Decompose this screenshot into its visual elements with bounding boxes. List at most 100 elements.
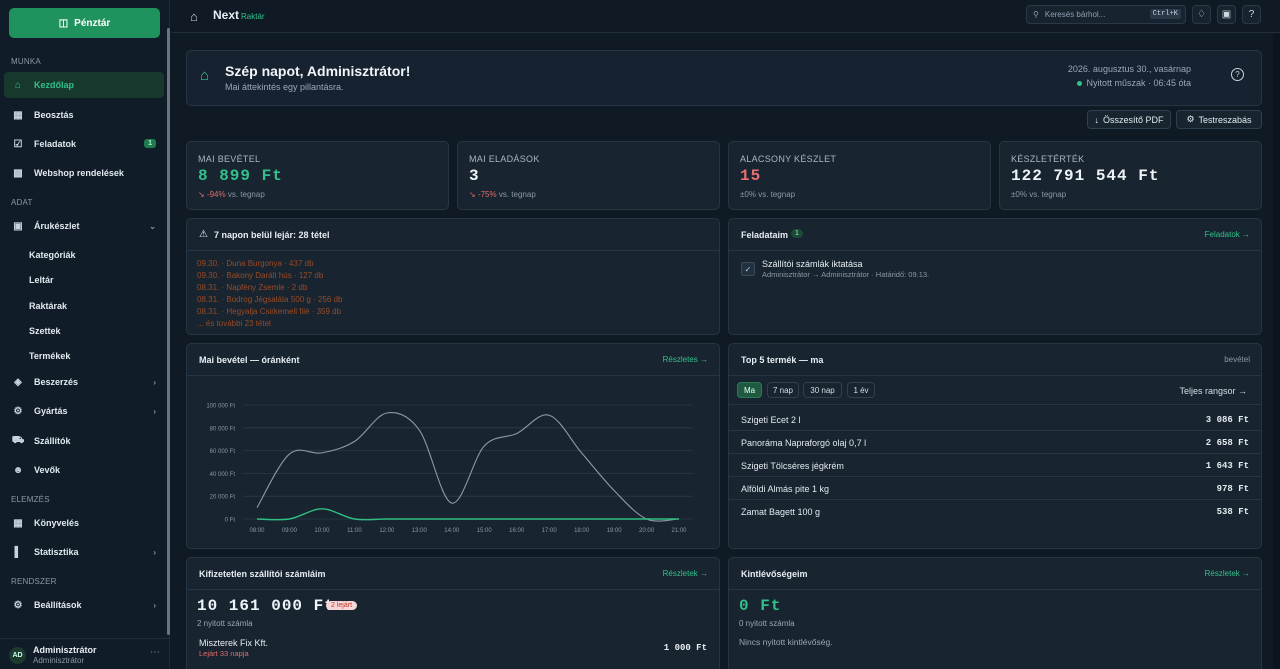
user-menu[interactable]: AD Adminisztrátor Adminisztrátor ⋯ (0, 638, 170, 669)
kpi-delta: ±0% vs. tegnap (740, 190, 795, 199)
y-tick-label: 80 000 Ft (210, 426, 236, 432)
sidebar-item-beosztas[interactable]: ▦ Beosztás (4, 102, 164, 128)
messages-button[interactable]: ▣ (1217, 5, 1236, 24)
divider (729, 375, 1261, 376)
trend-down-icon: ↘ (469, 190, 478, 199)
app-logo[interactable]: Next Raktár (213, 8, 265, 22)
users-icon: ☻ (12, 464, 24, 476)
full-ranking-link[interactable]: Teljes rangsor → (1179, 386, 1247, 396)
bar-chart-icon: ▌ (14, 546, 22, 558)
x-tick-label: 20:00 (639, 528, 655, 534)
notifications-button[interactable]: ♢ (1192, 5, 1211, 24)
summary-pdf-button[interactable]: ↓ Összesítő PDF (1087, 110, 1171, 129)
expiring-line: 08.31. · Bodrog Jégsaláta 500 g · 256 db (197, 295, 343, 304)
box-icon: ▣ (13, 220, 23, 232)
expiring-line: 09.30. · Duna Burgonya · 437 db (197, 259, 314, 268)
cube-icon: ◈ (14, 376, 22, 388)
task-checkbox[interactable]: ✓ (741, 262, 755, 276)
customize-button[interactable]: ⚙ Testreszabás (1176, 110, 1262, 129)
sidebar-scrollbar[interactable] (167, 28, 170, 635)
top-bar: ⌂ Next Raktár ⚲ Keresés bárhol... Ctrl+K… (171, 0, 1280, 33)
revenue-chart-link[interactable]: Részletes → (662, 355, 708, 364)
sidebar-item-label: Szállítók (34, 436, 71, 446)
divider (729, 430, 1261, 431)
supplier-name: Miszterek Fix Kft. (199, 638, 269, 648)
sidebar-subitem-termekek[interactable]: Termékek (29, 351, 71, 361)
receivables-title: Kintlévőségeim (741, 569, 808, 579)
search-shortcut: Ctrl+K (1149, 9, 1181, 19)
receivables-empty: Nincs nyitott kintlévőség. (739, 637, 833, 647)
sidebar-item-feladatok[interactable]: ☑ Feladatok 1 (4, 131, 164, 157)
cash-register-button[interactable]: ◫ Pénztár (9, 8, 160, 38)
task-title[interactable]: Szállítói számlák iktatása (762, 259, 863, 269)
sidebar-subitem-raktarak[interactable]: Raktárak (29, 301, 68, 311)
search-icon: ⚲ (1033, 10, 1039, 19)
sidebar-item-kezdolap[interactable]: ⌂ Kezdőlap (4, 72, 164, 98)
sidebar-item-label: Könyvelés (34, 518, 80, 528)
sidebar-item-konyveles[interactable]: ▦ Könyvelés (4, 510, 164, 536)
receivables-card: Kintlévőségeim Részletek → 0 Ft 0 nyitot… (728, 557, 1262, 669)
sidebar-subitem-kategoriak[interactable]: Kategóriák (29, 250, 76, 260)
kpi-card-revenue[interactable]: MAI BEVÉTEL 8 899 Ft ↘ -94% vs. tegnap (186, 141, 449, 210)
x-tick-label: 16:00 (509, 528, 525, 534)
sidebar-item-webshop[interactable]: ▩ Webshop rendelések (4, 160, 164, 186)
truck-icon: ⛟ (11, 434, 25, 446)
search-placeholder: Keresés bárhol... (1044, 10, 1106, 19)
status-dot-icon (1077, 80, 1083, 86)
overdue-text: Lejárt 33 napja (199, 649, 249, 658)
more-icon[interactable]: ⋯ (150, 647, 160, 658)
sidebar-subitem-szettek[interactable]: Szettek (29, 326, 61, 336)
help-icon[interactable]: ? (1231, 68, 1244, 81)
expiring-more-link[interactable]: ... és további 23 tétel (197, 319, 271, 328)
logo-main: Next (213, 8, 240, 22)
home-icon: ⌂ (14, 79, 22, 91)
search-input[interactable]: ⚲ Keresés bárhol... Ctrl+K (1026, 5, 1186, 24)
cash-register-icon: ◫ (58, 17, 69, 29)
divider (729, 499, 1261, 500)
warning-icon: ⚠ (199, 229, 208, 240)
tab-1-ev[interactable]: 1 év (847, 382, 875, 398)
greeting-subtitle: Mai áttekintés egy pillantásra. (225, 82, 344, 92)
tasks-count-badge: 1 (144, 139, 156, 148)
kpi-label: ALACSONY KÉSZLET (740, 154, 837, 164)
sidebar-item-gyartas[interactable]: ⚙ Gyártás › (4, 398, 164, 424)
greeting-card: ⌂ Szép napot, Adminisztrátor! Mai átteki… (186, 50, 1262, 106)
section-label-elemzes: ELEMZÉS (11, 495, 50, 504)
product-name: Panoráma Napraforgó olaj 0,7 l (741, 438, 867, 448)
x-tick-label: 19:00 (607, 528, 623, 534)
main-scrollbar[interactable] (1273, 34, 1280, 669)
tab-30-nap[interactable]: 30 nap (803, 382, 842, 398)
sidebar-item-arukeszlet[interactable]: ▣ Árukészlet ⌄ (4, 213, 164, 239)
revenue-chart-title: Mai bevétel — óránként (199, 355, 300, 365)
tab-ma[interactable]: Ma (737, 382, 762, 398)
task-meta: Adminisztrátor → Adminisztrátor · Határi… (762, 270, 930, 279)
sidebar-item-vevok[interactable]: ☻ Vevők (4, 457, 164, 483)
user-role: Adminisztrátor (33, 656, 85, 665)
product-revenue: 978 Ft (1216, 484, 1249, 494)
unpaid-link[interactable]: Részletek → (662, 569, 708, 578)
chevron-right-icon: › (153, 406, 156, 416)
kpi-card-sales[interactable]: MAI ELADÁSOK 3 ↘ -75% vs. tegnap (457, 141, 720, 210)
tasks-link[interactable]: Feladatok → (1204, 230, 1250, 239)
sidebar-item-szallitok[interactable]: ⛟ Szállítók (4, 428, 164, 454)
sidebar-item-statisztika[interactable]: ▌ Statisztika › (4, 539, 164, 565)
warehouse-logo-icon: ⌂ (190, 9, 198, 24)
tab-7-nap[interactable]: 7 nap (767, 382, 799, 398)
kpi-card-stock-value[interactable]: KÉSZLETÉRTÉK 122 791 544 Ft ±0% vs. tegn… (999, 141, 1262, 210)
expiring-card: ⚠ 7 napon belül lejár: 28 tétel 09.30. ·… (186, 218, 720, 335)
y-tick-label: 0 Ft (225, 518, 236, 524)
sidebar-item-label: Statisztika (34, 547, 79, 557)
tasks-title: Feladataim (741, 230, 789, 240)
sidebar-item-beszerzes[interactable]: ◈ Beszerzés › (4, 369, 164, 395)
sidebar-item-beallitasok[interactable]: ⚙ Beállítások › (4, 592, 164, 618)
shift-status: Nyitott műszak · 06:45 óta (1077, 78, 1191, 88)
help-button[interactable]: ? (1242, 5, 1261, 24)
sidebar-item-label: Beállítások (34, 600, 82, 610)
receivables-link[interactable]: Részletek → (1204, 569, 1250, 578)
store-icon: ▩ (13, 167, 23, 179)
divider (729, 404, 1261, 405)
sidebar-subitem-leltar[interactable]: Leltár (29, 275, 54, 285)
kpi-card-low-stock[interactable]: ALACSONY KÉSZLET 15 ±0% vs. tegnap (728, 141, 991, 210)
kpi-delta-note: vs. tegnap (227, 190, 265, 199)
x-tick-label: 14:00 (444, 528, 460, 534)
